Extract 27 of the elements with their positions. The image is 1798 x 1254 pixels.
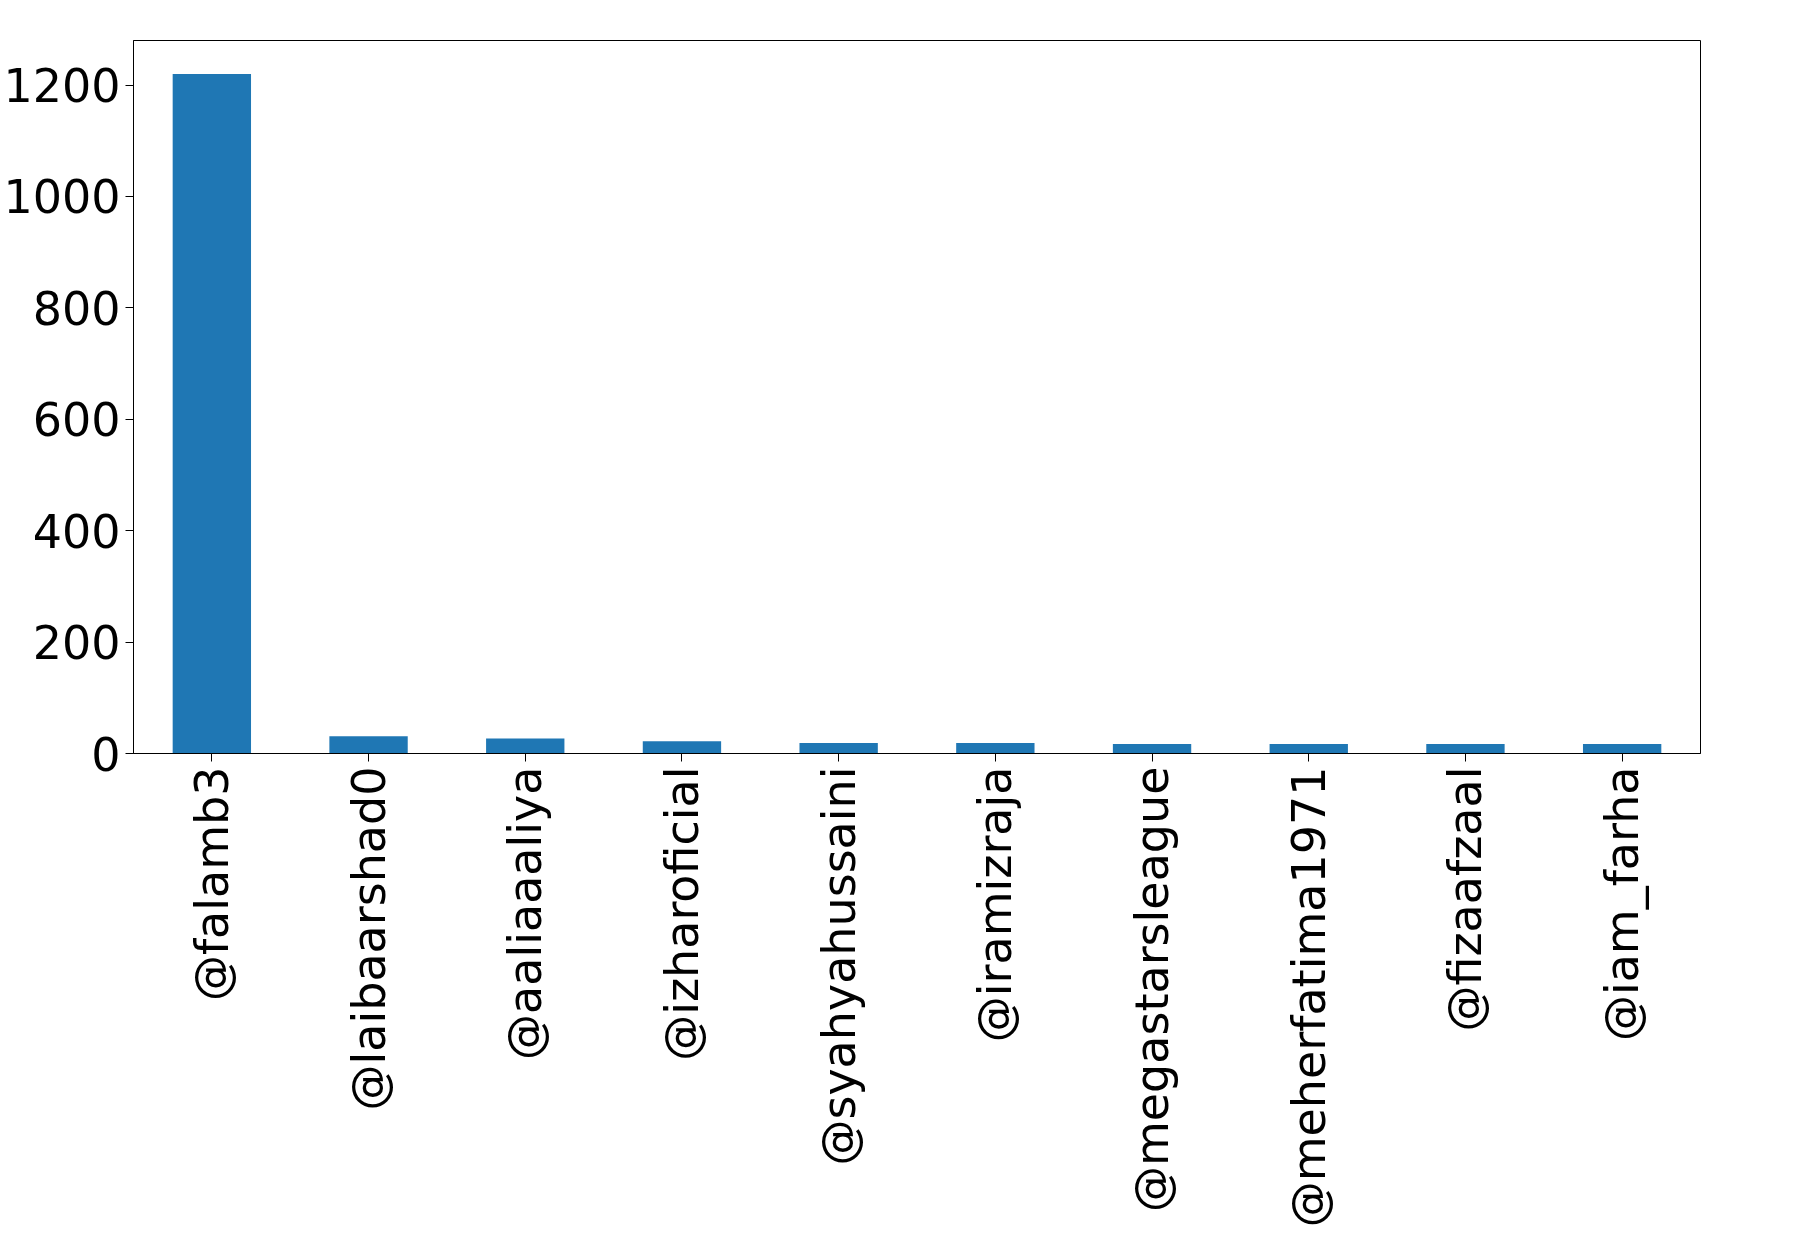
- x-tick-label: @meherfatima1971: [1281, 766, 1336, 1228]
- bar: [1582, 744, 1662, 754]
- x-tick-label: @megastarsleague: [1125, 766, 1180, 1212]
- x-tick-label: @izharoficial: [654, 766, 709, 1061]
- bar: [642, 741, 722, 754]
- x-tick-label: @syahyahussaini: [811, 766, 866, 1166]
- y-tick-label: 600: [32, 393, 121, 448]
- y-tick-label: 0: [91, 727, 121, 782]
- y-tick-label: 800: [32, 281, 121, 336]
- x-tick-label: @laibaarshad0: [341, 766, 396, 1111]
- bar: [799, 742, 878, 754]
- x-tick-label: @aaliaaaliya: [498, 766, 553, 1060]
- bar: [1269, 744, 1348, 754]
- bar: [172, 73, 252, 754]
- bar: [1112, 744, 1192, 754]
- bar: [956, 742, 1035, 754]
- bar: [1426, 744, 1505, 754]
- y-tick-label: 200: [32, 616, 121, 671]
- y-tick-label: 1000: [3, 170, 121, 225]
- x-tick-label: @falamb3: [184, 766, 239, 1002]
- bar: [329, 736, 408, 754]
- x-tick-label: @iramizraja: [968, 766, 1023, 1043]
- bar: [486, 738, 565, 754]
- x-tick-label: @iam_farha: [1595, 766, 1650, 1042]
- x-tick-label: @fizaafzaal: [1438, 766, 1493, 1032]
- y-tick-label: 400: [32, 504, 121, 559]
- y-tick-label: 1200: [3, 59, 121, 114]
